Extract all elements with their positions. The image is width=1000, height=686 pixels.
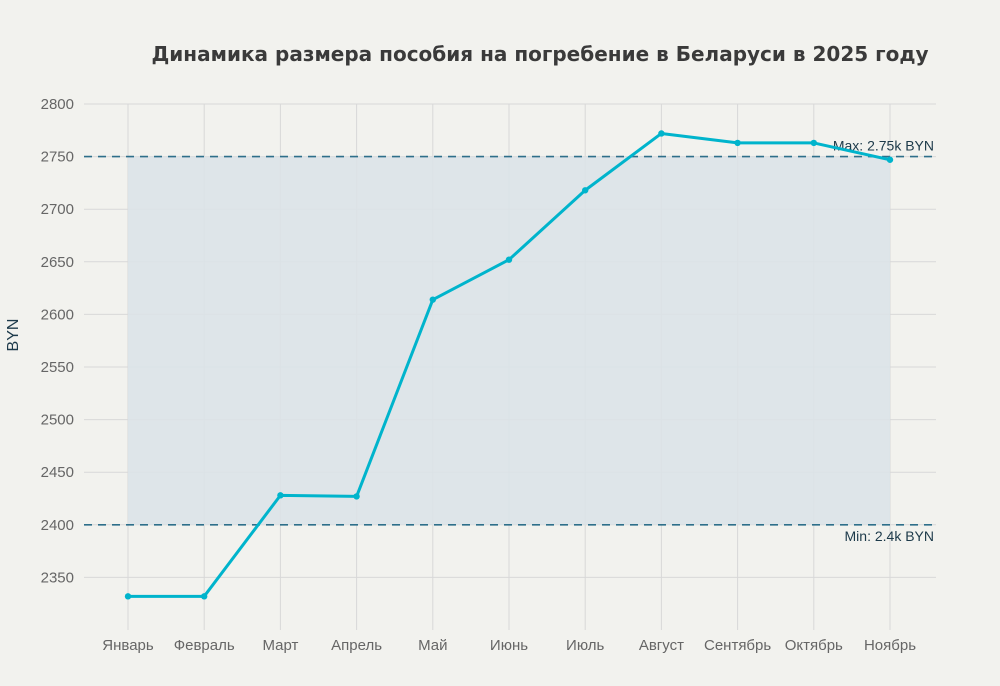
- data-point: [201, 593, 208, 600]
- y-tick-label: 2750: [41, 149, 74, 166]
- y-tick-label: 2500: [41, 412, 74, 429]
- x-tick-label: Март: [262, 637, 298, 654]
- x-tick-label: Май: [418, 637, 447, 654]
- data-point: [886, 156, 894, 163]
- x-tick-label: Апрель: [331, 637, 382, 654]
- y-tick-label: 2350: [41, 569, 74, 586]
- data-point: [505, 256, 513, 263]
- x-tick-label: Ноябрь: [864, 637, 916, 654]
- y-tick-label: 2400: [41, 517, 74, 534]
- x-tick-label: Февраль: [174, 637, 235, 654]
- data-point: [582, 187, 589, 194]
- data-point: [429, 296, 436, 303]
- data-point: [277, 492, 284, 499]
- y-tick-label: 2650: [41, 254, 74, 271]
- x-tick-label: Август: [639, 637, 684, 654]
- x-tick-label: Январь: [102, 637, 154, 654]
- series-points: [124, 130, 894, 600]
- reference-line-label: Max: 2.75k BYN: [833, 138, 934, 154]
- chart-title: Динамика размера пособия на погребение в…: [151, 42, 928, 66]
- x-tick-label: Сентябрь: [704, 637, 771, 654]
- x-tick-label: Июнь: [490, 637, 528, 654]
- data-point: [353, 493, 360, 500]
- reference-lines: Max: 2.75k BYN Min: 2.4k BYN: [84, 138, 936, 544]
- y-tick-label: 2700: [41, 201, 74, 218]
- min-max-band: [128, 156, 890, 525]
- y-tick-label: 2800: [41, 96, 74, 113]
- y-axis-label: BYN: [5, 319, 22, 352]
- y-tick-label: 2450: [41, 464, 74, 481]
- y-axis: 2350 2400 2450 2500 2550 2600 2650 2700 2750 2800: [41, 96, 74, 586]
- data-point: [124, 593, 132, 600]
- x-tick-label: Июль: [566, 637, 604, 654]
- x-axis: Январь Февраль Март Апрель Май Июнь Июль Август…: [102, 637, 916, 654]
- data-point: [734, 139, 741, 147]
- data-point: [658, 130, 665, 137]
- y-tick-label: 2600: [41, 306, 74, 323]
- y-tick-label: 2550: [41, 359, 74, 376]
- data-point: [810, 139, 817, 147]
- reference-line-label: Min: 2.4k BYN: [845, 528, 934, 544]
- x-tick-label: Октябрь: [785, 637, 843, 654]
